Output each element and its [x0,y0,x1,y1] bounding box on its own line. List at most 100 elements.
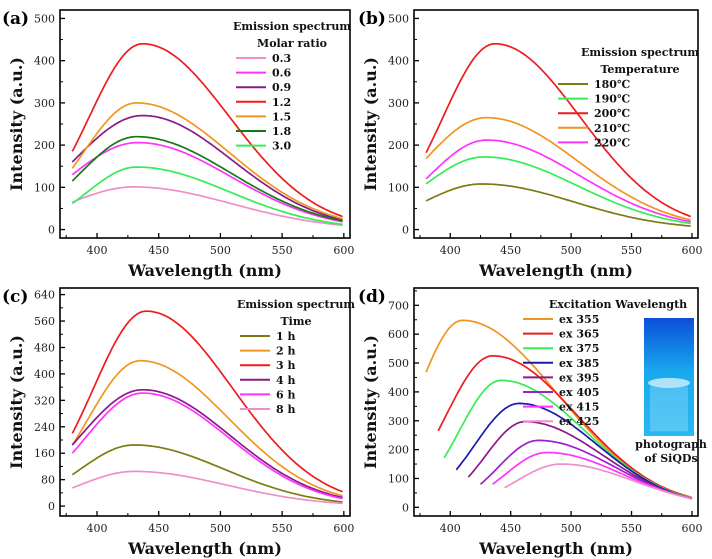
legend-title: Temperature [600,63,679,76]
legend-entry: 0.3 [272,52,291,65]
y-tick-label: 320 [34,394,55,407]
y-tick-label: 400 [388,55,409,68]
photo-meniscus [648,377,690,388]
series-line-1.5 [71,102,343,220]
x-tick-label: 550 [272,244,293,257]
legend-entry: 180℃ [594,78,630,91]
series-line-180℃ [425,183,691,227]
legend-entry: ex 355 [559,313,599,326]
y-tick-label: 80 [41,474,55,487]
x-tick-label: 500 [210,244,231,257]
x-axis-label: Wavelength (nm) [127,539,282,558]
x-tick-label: 400 [440,244,461,257]
y-tick-label: 0 [48,500,55,513]
series-line-4-h [71,388,343,499]
series-line-ex-385 [455,402,693,500]
legend-title: Emission spectrum [233,20,351,33]
series-line-1.2 [71,42,343,218]
legend-entry: ex 405 [559,386,599,399]
x-tick-label: 450 [148,522,169,535]
x-tick-label: 500 [561,244,582,257]
y-tick-label: 0 [402,501,409,514]
series-line-210℃ [425,116,691,221]
series-line-ex-365 [437,354,693,499]
y-tick-label: 400 [388,386,409,399]
panel-b: 400 450 500 550 600 0 100 200 300 400 500 Wavelengt… [358,9,702,280]
legend-entry: 4 h [276,374,295,387]
series-line-190℃ [425,156,691,225]
panel-label: (a) [2,9,29,29]
y-tick-label: 480 [34,341,55,354]
legend-title: Time [280,315,311,328]
legend-entry: 1 h [276,330,295,343]
y-tick-label: 240 [34,421,55,434]
legend-entry: 0.9 [272,81,291,94]
x-tick-label: 450 [500,244,521,257]
x-tick-label: 450 [148,244,169,257]
legend: Emission spectrum Temperature 180℃ 190℃200℃… [558,46,699,149]
panel-label: (d) [358,287,386,307]
legend-entry: 210℃ [594,122,630,135]
x-tick-label: 550 [621,522,642,535]
legend-title: Molar ratio [257,37,327,50]
panel-a: 400 450 500 550 600 0 100 200 300 400 500 Wavelengt… [2,9,354,280]
series-line-0.3 [72,186,343,227]
y-tick-label: 700 [388,299,409,312]
series-line-220℃ [425,139,691,223]
series-line-3.0 [71,166,343,226]
y-tick-label: 100 [388,181,409,194]
legend: Emission spectrum Time 1 h 2 h3 h 4 h6 h 8 h [237,298,355,416]
legend-entry: 2 h [276,345,295,358]
series-line-8-h [72,470,343,505]
series-line-1.8 [71,135,343,222]
y-tick-label: 0 [402,224,409,237]
x-tick-label: 600 [333,244,354,257]
y-tick-label: 560 [34,315,55,328]
x-tick-label: 500 [210,522,231,535]
y-tick-label: 200 [34,139,55,152]
series-line-6-h [71,392,343,500]
y-axis-label: Intensity (a.u.) [361,335,380,469]
panel-label: (c) [2,287,28,307]
legend-entry: 3 h [276,359,295,372]
legend-title: Excitation Wavelength [549,298,687,311]
photo-liquid-glow [650,386,688,432]
x-tick-label: 550 [621,244,642,257]
x-tick-label: 400 [440,522,461,535]
legend-entry: 8 h [276,403,295,416]
y-tick-label: 200 [388,444,409,457]
series-line-0.6 [71,141,343,223]
y-axis-label: Intensity (a.u.) [7,57,26,191]
panel-d: 400 450 500 550 600 0 100 200 300 400 500 600 700 Wav… [358,287,707,558]
y-tick-label: 160 [34,447,55,460]
x-tick-label: 450 [500,522,521,535]
legend-title: Emission spectrum [237,298,355,311]
series-line-3-h [71,310,343,493]
legend-title: Emission spectrum [581,46,699,59]
legend-entry: 1.8 [272,125,291,138]
x-tick-label: 500 [561,522,582,535]
x-tick-label: 550 [272,522,293,535]
y-tick-label: 300 [388,97,409,110]
x-tick-label: 600 [681,522,702,535]
legend-entry: ex 415 [559,401,599,414]
y-tick-label: 400 [34,368,55,381]
y-tick-label: 600 [388,328,409,341]
y-tick-label: 100 [34,181,55,194]
legend-entry: 6 h [276,388,295,401]
photo-caption-line2: of SiQDs [644,452,697,465]
x-axis-label: Wavelength (nm) [478,539,633,558]
y-axis-label: Intensity (a.u.) [361,57,380,191]
legend-entry: ex 375 [559,342,599,355]
x-axis-label: Wavelength (nm) [127,261,282,280]
y-tick-label: 300 [388,415,409,428]
photograph-image [644,318,694,436]
x-tick-label: 600 [681,244,702,257]
plot-frame [413,9,699,239]
y-tick-label: 640 [34,289,55,302]
legend-entry: ex 395 [559,371,599,384]
legend: Emission spectrum Molar ratio 0.3 0.60.9 1.2… [233,20,351,153]
x-tick-label: 400 [87,244,108,257]
panel-label: (b) [358,9,386,29]
legend-entry: 1.5 [272,110,291,123]
